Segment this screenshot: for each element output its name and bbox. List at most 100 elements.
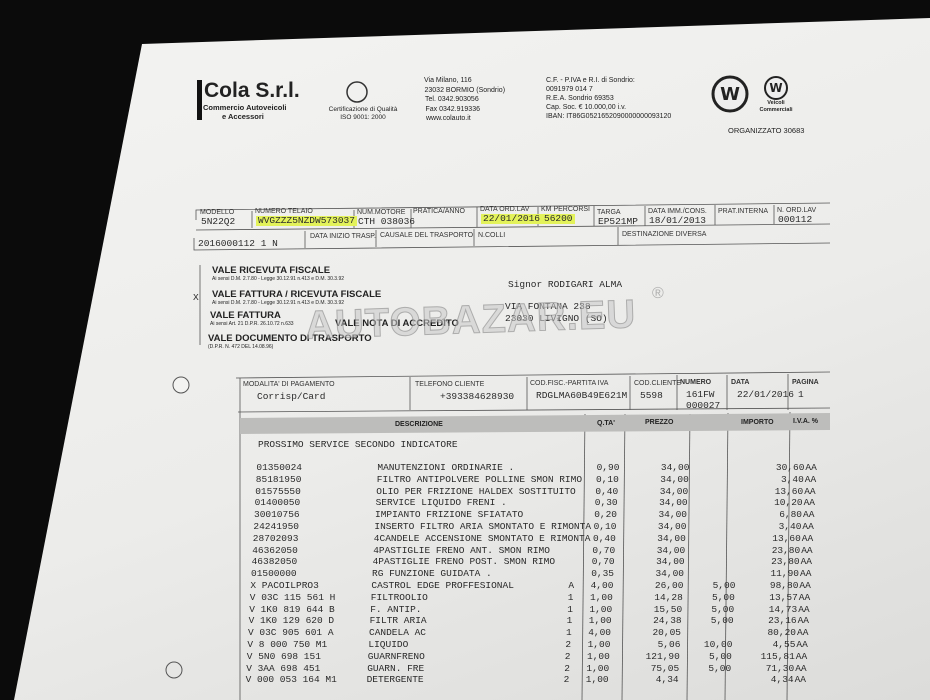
item-price: 34,00	[660, 462, 690, 473]
company-address: 23032 BORMIO (Sondrio)	[424, 86, 506, 94]
item-description: IMPIANTO FRIZIONE SFIATATO	[375, 509, 524, 521]
item-price: 34,00	[657, 532, 686, 544]
item-flag: 1	[567, 603, 573, 615]
field-label: N. ORD.LAV	[777, 207, 817, 214]
item-amount: 80,20	[767, 627, 796, 639]
certification: ISO 9001: 2000	[340, 114, 386, 121]
field-label: NUMERO	[680, 379, 712, 387]
item-quantity: 0,40	[593, 532, 616, 544]
field-value: RDGLMA60B49E621M	[536, 390, 628, 402]
item-code: V 1K0 129 620 D	[248, 615, 335, 627]
column-header: DESCRIZIONE	[395, 421, 443, 428]
company-tax-info: 0091979 014 7	[546, 86, 593, 93]
column-header: Q.TA'	[597, 420, 615, 428]
item-price: 24,38	[653, 615, 682, 627]
field-label: MODALITA' DI PAGAMENTO	[243, 381, 335, 388]
item-quantity: 0,30	[594, 497, 618, 509]
item-flag: 1	[566, 615, 573, 627]
item-code: 28702093	[252, 532, 299, 544]
company-tagline: Commercio Autoveicoli	[203, 103, 287, 112]
item-description: SERVICE LIQUIDO FRENI .	[375, 497, 507, 509]
item-description: GUARN. FRE	[367, 662, 425, 674]
item-amount: 23,80	[771, 544, 801, 556]
item-quantity: 1,00	[587, 639, 611, 650]
item-vat: AA	[804, 473, 817, 485]
item-amount: 11,90	[770, 568, 799, 580]
item-vat: AA	[798, 603, 810, 615]
field-value: 5598	[640, 389, 663, 401]
field-label: DATA IMM./CONS.	[648, 208, 707, 215]
field-label: DATA ORD.LAV	[480, 206, 530, 213]
item-code: 24241950	[253, 521, 299, 532]
document-type: VALE FATTURA / RICEVUTA FISCALE	[212, 289, 382, 300]
item-vat: AA	[802, 521, 814, 532]
field-label: DATA	[731, 379, 750, 386]
item-price: 34,00	[656, 556, 685, 568]
document-type-note: (D.P.R. N. 472 DEL 14.08.96)	[208, 344, 274, 350]
field-value: 5N22Q2	[201, 216, 236, 227]
item-description: GUARNFRENO	[367, 650, 425, 662]
item-price: 15,50	[653, 603, 683, 615]
company-address: Tel. 0342.903056	[425, 96, 479, 103]
item-vat: AA	[797, 615, 809, 627]
item-description: MANUTENZIONI ORDINARIE .	[377, 462, 515, 473]
item-flag: A	[568, 580, 575, 591]
item-flag: 2	[564, 662, 570, 674]
item-price: 4,34	[655, 674, 679, 686]
item-amount: 30,60	[775, 462, 805, 473]
item-flag: 2	[565, 639, 572, 650]
organization-code: ORGANIZZATO 30683	[728, 126, 805, 135]
item-description: FILTRO ANTIPOLVERE POLLINE SMON RIMO	[376, 473, 583, 485]
item-quantity: 1,00	[586, 662, 610, 674]
document-type-note: Ai sensi Art. 21 D.P.R. 26.10.72 n.633	[210, 321, 294, 327]
item-price: 20,05	[652, 627, 681, 639]
item-vat: AA	[801, 532, 814, 544]
item-code: 01400050	[254, 497, 301, 509]
column-header: I.V.A. %	[793, 417, 819, 425]
field-label: PRAT.INTERNA	[718, 208, 769, 215]
item-quantity: 0,35	[591, 568, 614, 580]
item-quantity: 0,90	[596, 462, 620, 473]
field-value: 18/01/2013	[649, 215, 707, 226]
item-discount: 5,00	[708, 662, 732, 674]
item-description: DETERGENTE	[366, 674, 424, 686]
item-description: FILTROOLIO	[370, 591, 428, 603]
item-code: V 5N0 698 151	[246, 650, 321, 662]
document-type: VALE FATTURA	[210, 310, 281, 321]
field-label: CAUSALE DEL TRASPORTO	[380, 232, 474, 240]
document-type-mark: X	[193, 292, 199, 303]
item-price: 34,00	[660, 473, 689, 485]
item-quantity: 1,00	[587, 650, 610, 662]
item-code: 46362050	[252, 544, 298, 556]
svg-text:W: W	[769, 81, 782, 95]
item-amount: 10,20	[774, 497, 803, 509]
item-code: 01575550	[255, 485, 301, 497]
item-discount: 5,00	[712, 591, 735, 603]
item-amount: 4,34	[770, 674, 794, 686]
company-address: www.colauto.it	[426, 115, 471, 122]
item-amount: 13,57	[769, 591, 798, 603]
field-value: 000027	[686, 400, 721, 412]
item-vat: AA	[799, 580, 811, 591]
item-discount: 5,00	[712, 580, 736, 591]
field-value: CTH 038036	[358, 216, 416, 227]
field-label: MODELLO	[200, 209, 235, 216]
item-vat: AA	[805, 462, 817, 473]
company-address: Via Milano, 116	[424, 77, 472, 84]
item-discount: 5,00	[711, 603, 735, 615]
item-description: CANDELA AC	[369, 627, 427, 639]
item-amount: 23,80	[771, 556, 800, 568]
company-tax-info: Cap. Soc. € 10.000,00 i.v.	[546, 104, 627, 111]
item-vat: AA	[803, 497, 815, 509]
item-vat: AA	[795, 662, 807, 674]
company-address: Fax 0342.919336	[425, 105, 481, 113]
item-discount: 5,00	[710, 615, 734, 627]
item-code: 85181950	[255, 473, 302, 485]
customer-line: VIA FONTANA 238	[505, 301, 591, 312]
item-price: 34,00	[659, 485, 689, 497]
item-quantity: 0,10	[596, 473, 619, 485]
item-code: X PACOILPRO3	[250, 580, 319, 591]
item-price: 34,00	[656, 544, 686, 556]
document-type-note: Ai sensi D.M. 2.7.80 - Legge 30.12.91 n.…	[212, 300, 345, 306]
item-code: 46382050	[251, 556, 298, 568]
